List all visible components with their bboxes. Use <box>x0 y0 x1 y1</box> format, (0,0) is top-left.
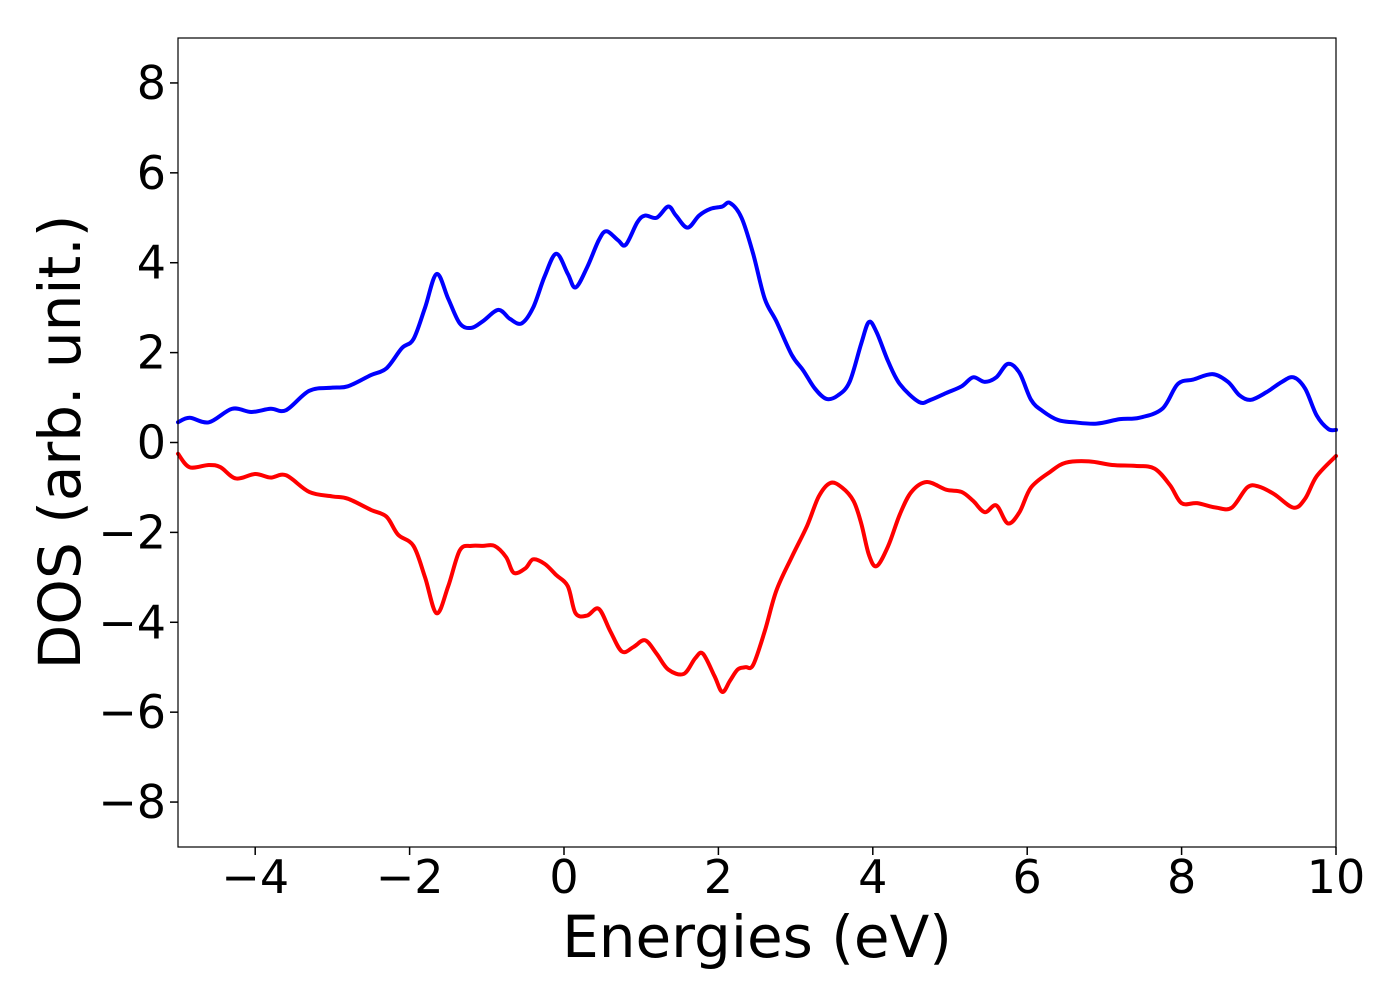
x-tick-label: 6 <box>1013 850 1042 904</box>
series-line-2 <box>176 451 1338 694</box>
series-layer <box>176 200 1338 694</box>
y-tick-label: −4 <box>98 595 166 649</box>
y-tick-label: −6 <box>98 685 166 739</box>
y-tick-label: −2 <box>98 505 166 559</box>
y-tick-label: 8 <box>137 56 166 110</box>
x-tick-label: 4 <box>858 850 887 904</box>
plot-background <box>178 38 1336 847</box>
series-line-1 <box>176 200 1338 433</box>
y-axis-title: DOS (arb. unit.) <box>26 215 94 670</box>
y-tick-label: 0 <box>137 416 166 470</box>
y-axis: 8 6 4 2 0 −2 −4 −6 −8 <box>98 56 178 829</box>
x-tick-label: 10 <box>1307 850 1366 904</box>
y-tick-label: 2 <box>137 326 166 380</box>
y-tick-label: −8 <box>98 775 166 829</box>
y-tick-label: 4 <box>137 236 166 290</box>
x-tick-label: −2 <box>376 850 444 904</box>
x-tick-label: 8 <box>1167 850 1196 904</box>
x-tick-label: 0 <box>549 850 578 904</box>
x-tick-label: 2 <box>704 850 733 904</box>
x-tick-label: −4 <box>221 850 289 904</box>
x-axis: −4 −2 0 2 4 6 8 10 <box>221 847 1365 904</box>
x-axis-title: Energies (eV) <box>562 903 952 971</box>
y-tick-label: 6 <box>137 146 166 200</box>
